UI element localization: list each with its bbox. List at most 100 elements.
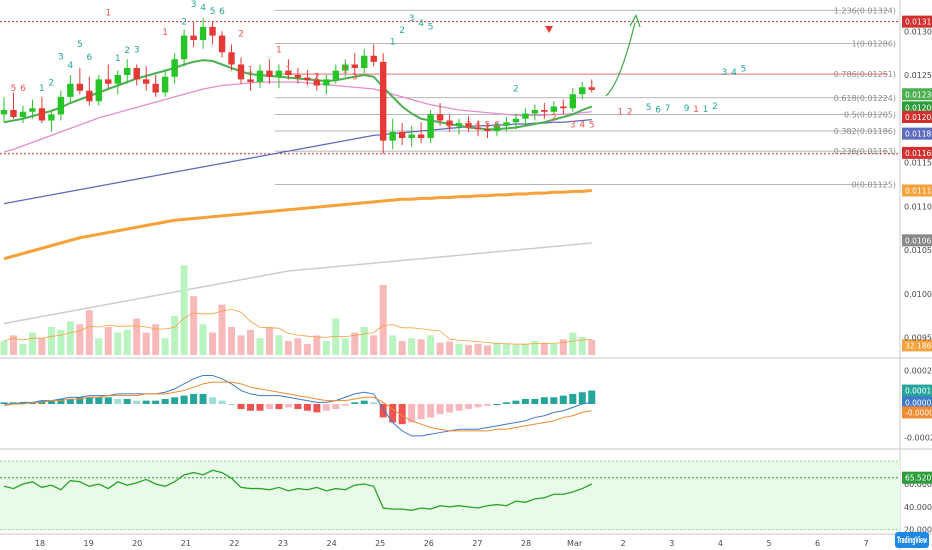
volume-bar	[95, 338, 103, 355]
macd-histogram-bar	[408, 404, 416, 423]
candle-body	[294, 75, 302, 78]
td-count-red: 3	[352, 72, 358, 82]
macd-badge: 0.0001	[905, 387, 931, 396]
volume-bar	[85, 310, 93, 355]
macd-histogram-bar	[57, 398, 65, 404]
macd-histogram-bar	[95, 397, 103, 404]
macd-histogram-bar	[502, 402, 510, 404]
volume-bar	[76, 324, 84, 355]
volume-bar	[379, 285, 387, 355]
td-count-red: 3	[466, 121, 472, 131]
volume-bar	[521, 343, 529, 355]
volume-bar	[559, 339, 567, 355]
volume-bar	[588, 339, 596, 355]
td-count-green: 5	[741, 65, 747, 75]
volume-bar	[0, 341, 8, 355]
volume-bar	[332, 318, 340, 355]
volume-ma-line	[3, 308, 592, 345]
macd-histogram-bar	[465, 404, 473, 410]
td-count-green: 2	[124, 46, 130, 56]
x-tick-label: 4	[718, 539, 723, 548]
td-count-green: 1	[703, 105, 709, 115]
macd-histogram-bar	[218, 400, 226, 404]
macd-signal-line	[3, 381, 592, 432]
macd-histogram-bar	[578, 392, 586, 404]
volume-bar	[398, 341, 406, 355]
macd-histogram-bar	[360, 400, 368, 404]
td-count-green: 3	[191, 0, 197, 10]
x-tick-label: 20	[132, 539, 142, 548]
blue-ma-line	[3, 118, 592, 205]
volume-bar	[322, 341, 330, 355]
volume-bar	[303, 343, 311, 355]
td-count-green: 4	[67, 61, 73, 71]
td-count-red: 2	[238, 30, 244, 40]
candle-body	[427, 114, 434, 138]
volume-bar	[389, 335, 397, 355]
candle-body	[484, 129, 491, 131]
macd-histogram-bar	[436, 404, 444, 415]
td-count-red: 1	[693, 105, 699, 115]
td-count-red: 1	[286, 65, 292, 75]
macd-histogram-bar	[521, 398, 529, 404]
rsi-band	[0, 461, 900, 530]
macd-histogram-bar	[370, 402, 378, 404]
td-count-green: 3	[409, 14, 415, 24]
macd-histogram-bar	[351, 402, 359, 404]
candle-body	[531, 110, 539, 114]
projection-arrow	[605, 22, 636, 97]
macd-badge: 0.0000	[905, 398, 931, 407]
volume-bar	[28, 332, 36, 355]
volume-bar	[427, 335, 435, 355]
td-count-green: 4	[418, 19, 424, 29]
x-tick-label: 23	[278, 539, 288, 548]
volume-bar	[351, 332, 359, 355]
macd-histogram-bar	[569, 393, 577, 404]
td-count-green: 6	[86, 53, 92, 63]
macd-histogram-bar	[389, 404, 397, 423]
candle-body	[143, 79, 150, 84]
macd-badge-bg	[902, 384, 932, 397]
candle-body	[152, 83, 159, 93]
candle-body	[266, 70, 273, 77]
price-badge: 0.01061	[905, 236, 932, 245]
x-tick-label: 28	[521, 539, 531, 548]
volume-bar	[57, 329, 65, 355]
td-count-red: 1	[162, 28, 168, 38]
td-count-red: 1	[342, 65, 348, 75]
volume-bar	[47, 327, 55, 355]
macd-histogram-bar	[493, 404, 501, 405]
td-count-green: 3	[58, 52, 64, 62]
fib-level-label: 0(0.01125)	[852, 180, 896, 189]
td-count-green: 1	[390, 37, 396, 47]
candle-body	[560, 106, 567, 109]
volume-bar	[265, 327, 273, 355]
td-count-green: 2	[712, 102, 718, 112]
candle-body	[541, 110, 548, 112]
macd-histogram-bar	[256, 404, 264, 411]
macd-histogram-bar	[209, 397, 217, 404]
rsi-badge-bg	[902, 471, 932, 484]
price-badge-bg	[902, 146, 932, 159]
candle-body	[332, 70, 339, 80]
candle-body	[124, 68, 131, 75]
x-tick-label: 18	[35, 539, 45, 548]
volume-bar	[408, 338, 416, 355]
macd-histogram-bar	[123, 398, 131, 404]
volume-bar	[209, 332, 217, 355]
candle-body	[237, 64, 245, 80]
candle-body	[455, 123, 463, 126]
candle-body	[380, 61, 387, 141]
candle-body	[436, 114, 444, 121]
td-count-green: 3	[134, 45, 140, 55]
candle-body	[57, 96, 65, 115]
candle-body	[161, 76, 169, 93]
macd-histogram-bar	[228, 404, 236, 405]
macd-histogram-bar	[133, 400, 141, 404]
x-tick-label: 2	[621, 539, 626, 548]
volume-bar	[360, 327, 368, 355]
